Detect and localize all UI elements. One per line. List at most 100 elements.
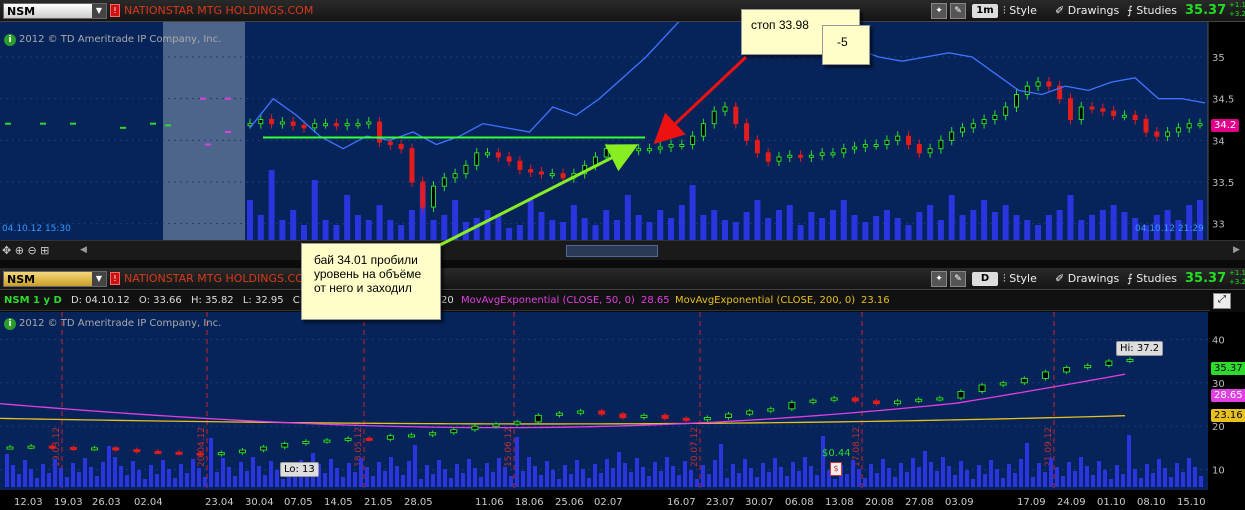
volume-bar (570, 205, 577, 240)
volume-bar (495, 215, 502, 240)
volume-bar (527, 200, 534, 240)
dividend-icon[interactable]: $ (830, 462, 842, 476)
ema200-label[interactable]: MovAvgExponential (CLOSE, 200, 0) (675, 295, 856, 306)
daily-chart-panel: 40 30 20 10 12.03 19.03 26.03 02.04 23.04 30.04 07… (0, 312, 1245, 510)
info-icon[interactable]: i (4, 318, 16, 330)
studies-button-2[interactable]: ⨍ Studies (1127, 272, 1178, 285)
volume-bar (215, 472, 219, 487)
volume-bar (275, 470, 279, 487)
candle-body (1105, 360, 1113, 366)
scroll-right-icon[interactable]: ▶ (1233, 245, 1240, 255)
expiration-label: 21.09.12 (1044, 427, 1054, 467)
drawings-button-2[interactable]: ✐ Drawings (1055, 272, 1120, 285)
zoom-in-icon[interactable]: ⊕ (14, 244, 24, 257)
volume-bar (485, 463, 489, 487)
aggregation-button[interactable]: 1m (972, 4, 998, 18)
volume-bar (247, 200, 253, 240)
volume-bar (341, 477, 345, 487)
candle-body (302, 440, 310, 445)
volume-bar (515, 437, 519, 487)
buy-annotation[interactable]: бай 34.01 пробили уровень на объёме от н… (301, 243, 441, 320)
result-annotation[interactable]: -5 (822, 25, 870, 65)
candle-body (1121, 114, 1127, 118)
drawings-button[interactable]: ✐ Drawings (1055, 4, 1120, 17)
pan-icon[interactable]: ✥ (2, 244, 12, 257)
symbol-input-2[interactable]: NSM ▼ (3, 271, 107, 287)
candle-body (387, 141, 393, 145)
chevron-down-icon[interactable]: ▼ (92, 272, 106, 286)
volume-bar (233, 476, 237, 487)
link-icon[interactable]: ✦ (931, 3, 947, 19)
volume-bar (754, 200, 761, 240)
volume-bar (484, 210, 491, 240)
candle-body (619, 413, 627, 419)
zoom-out-icon[interactable]: ⊖ (27, 244, 37, 257)
volume-bar (1091, 475, 1095, 487)
volume-bar (41, 464, 45, 487)
volume-bar (1002, 205, 1009, 240)
candle-body (999, 382, 1007, 386)
zoom-fit-icon[interactable]: ⊞ (40, 244, 50, 257)
company-flag-icon: ! (110, 272, 120, 285)
volume-bar (725, 478, 729, 487)
zoom-controls[interactable]: ✥ ⊕ ⊖ ⊞ (2, 244, 72, 258)
wrench-icon[interactable]: ✎ (950, 271, 966, 287)
studies-button[interactable]: ⨍ Studies (1127, 4, 1178, 17)
volume-bar (413, 445, 417, 487)
volume-bar (443, 469, 447, 487)
last-price-2: 35.37 (1185, 271, 1227, 286)
volume-bar (365, 467, 369, 487)
volume-bar (407, 461, 411, 487)
time-scrollbar[interactable]: ✥ ⊕ ⊖ ⊞ ◀ ▶ (0, 240, 1245, 260)
scroll-left-icon[interactable]: ◀ (80, 245, 87, 255)
volume-bar (713, 460, 717, 487)
volume-bar (605, 459, 609, 487)
scroll-thumb[interactable] (566, 245, 658, 257)
x-tick-label: 01.10 (1097, 497, 1126, 508)
candle-body (555, 412, 563, 416)
volume-bar (646, 222, 653, 240)
volume-bar (587, 478, 591, 487)
volume-bar (947, 466, 951, 487)
volume-bar (257, 466, 261, 487)
expand-studies-icon[interactable]: ⤢ (1213, 293, 1231, 309)
style-button-2[interactable]: ⫶ Style (1003, 272, 1037, 285)
volume-bar (575, 460, 579, 487)
candle-body (1046, 81, 1052, 87)
chevron-down-icon[interactable]: ▼ (92, 4, 106, 18)
ema50-label[interactable]: MovAvgExponential (CLOSE, 50, 0) (461, 295, 635, 306)
style-button[interactable]: ⫶ Style (1003, 4, 1037, 17)
volume-bar (560, 222, 567, 240)
volume-bar (1019, 459, 1023, 487)
volume-bar (431, 474, 435, 487)
volume-bar (197, 468, 201, 487)
candle-body (873, 144, 879, 147)
volume-bar (149, 465, 153, 487)
volume-bar (441, 215, 448, 240)
volume-bar (611, 468, 615, 487)
volume-bar (268, 170, 275, 240)
wrench-icon[interactable]: ✎ (950, 3, 966, 19)
candle-body (1063, 367, 1071, 373)
aggregation-button-2[interactable]: D (972, 272, 998, 286)
candle-body (949, 131, 955, 141)
volume-bar (1193, 467, 1197, 487)
info-icon[interactable]: i (4, 34, 16, 46)
candle-body (528, 169, 534, 173)
candle-body (668, 144, 674, 148)
volume-bar (1025, 443, 1029, 487)
ema50-value: 28.65 (641, 295, 670, 306)
symbol-input[interactable]: NSM ▼ (3, 3, 107, 19)
candle-body (970, 123, 976, 129)
link-icon[interactable]: ✦ (931, 271, 947, 287)
volume-bar (1007, 464, 1011, 487)
candle-body (175, 451, 183, 455)
candle-body (6, 446, 14, 450)
status-vol-tail: 20 (441, 295, 454, 306)
volume-bar (551, 470, 555, 487)
candle-body (154, 450, 162, 454)
candle-body (960, 127, 965, 133)
volume-bar (473, 468, 477, 487)
volume-bar (635, 458, 639, 487)
volume-bar (1067, 195, 1074, 240)
